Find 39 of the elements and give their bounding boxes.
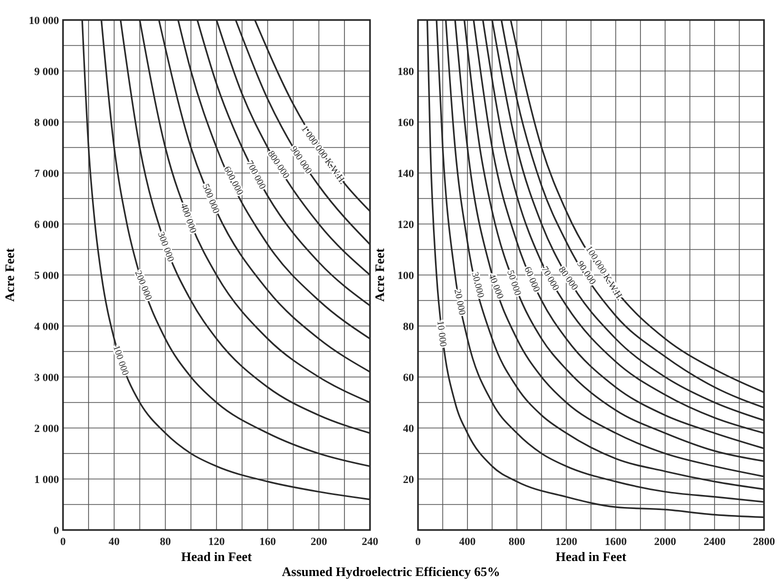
x-axis-title: Head in Feet: [556, 549, 628, 564]
x-tick-label: 1600: [604, 536, 628, 548]
y-tick-label: 120: [398, 218, 414, 231]
y-tick-label: 2 000: [34, 422, 60, 435]
y-axis-title: Acre Feet: [372, 248, 387, 302]
y-tick-label: 10 000: [28, 14, 60, 27]
x-tick-label: 160: [259, 536, 276, 548]
y-tick-label: 160: [398, 116, 414, 129]
x-axis-title: Head in Feet: [181, 549, 253, 564]
x-tick-label: 2000: [654, 536, 677, 548]
y-tick-label: 60: [403, 372, 414, 384]
y-tick-label: 40: [403, 422, 414, 435]
x-tick-label: 120: [208, 536, 226, 548]
y-tick-label: 8 000: [34, 116, 60, 129]
x-tick-label: 240: [362, 536, 379, 548]
y-tick-label: 3 000: [34, 372, 60, 384]
y-tick-label: 20: [403, 474, 414, 486]
y-tick-label: 7 000: [34, 168, 60, 180]
x-tick-label: 400: [459, 536, 476, 548]
x-tick-label: 2400: [704, 536, 726, 548]
x-tick-label: 80: [160, 536, 172, 548]
text: Assumed Hydroelectric Efficiency 65%: [282, 564, 500, 579]
y-tick-label: 1 000: [34, 474, 60, 486]
y-tick-label: 6 000: [34, 218, 60, 231]
y-tick-label: 4 000: [34, 320, 60, 333]
y-tick-label: 5 000: [34, 270, 60, 282]
x-tick-label: 1200: [555, 536, 578, 548]
x-tick-label: 200: [310, 536, 328, 548]
y-tick-label: 140: [398, 168, 414, 180]
y-axis-title: Acre Feet: [2, 248, 17, 302]
y-tick-label: 9 000: [34, 66, 60, 78]
x-tick-label: 2800: [753, 536, 776, 548]
x-tick-label: 800: [508, 536, 526, 548]
x-tick-label: 40: [108, 536, 120, 548]
text: 600 000: [221, 165, 244, 198]
y-tick-label: 180: [398, 66, 414, 78]
y-tick-label: 80: [403, 320, 414, 333]
y-tick-label: 100: [398, 270, 414, 282]
y-tick-label: 0: [54, 524, 60, 537]
